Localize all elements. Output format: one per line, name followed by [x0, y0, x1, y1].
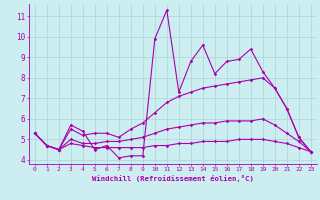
- X-axis label: Windchill (Refroidissement éolien,°C): Windchill (Refroidissement éolien,°C): [92, 175, 254, 182]
